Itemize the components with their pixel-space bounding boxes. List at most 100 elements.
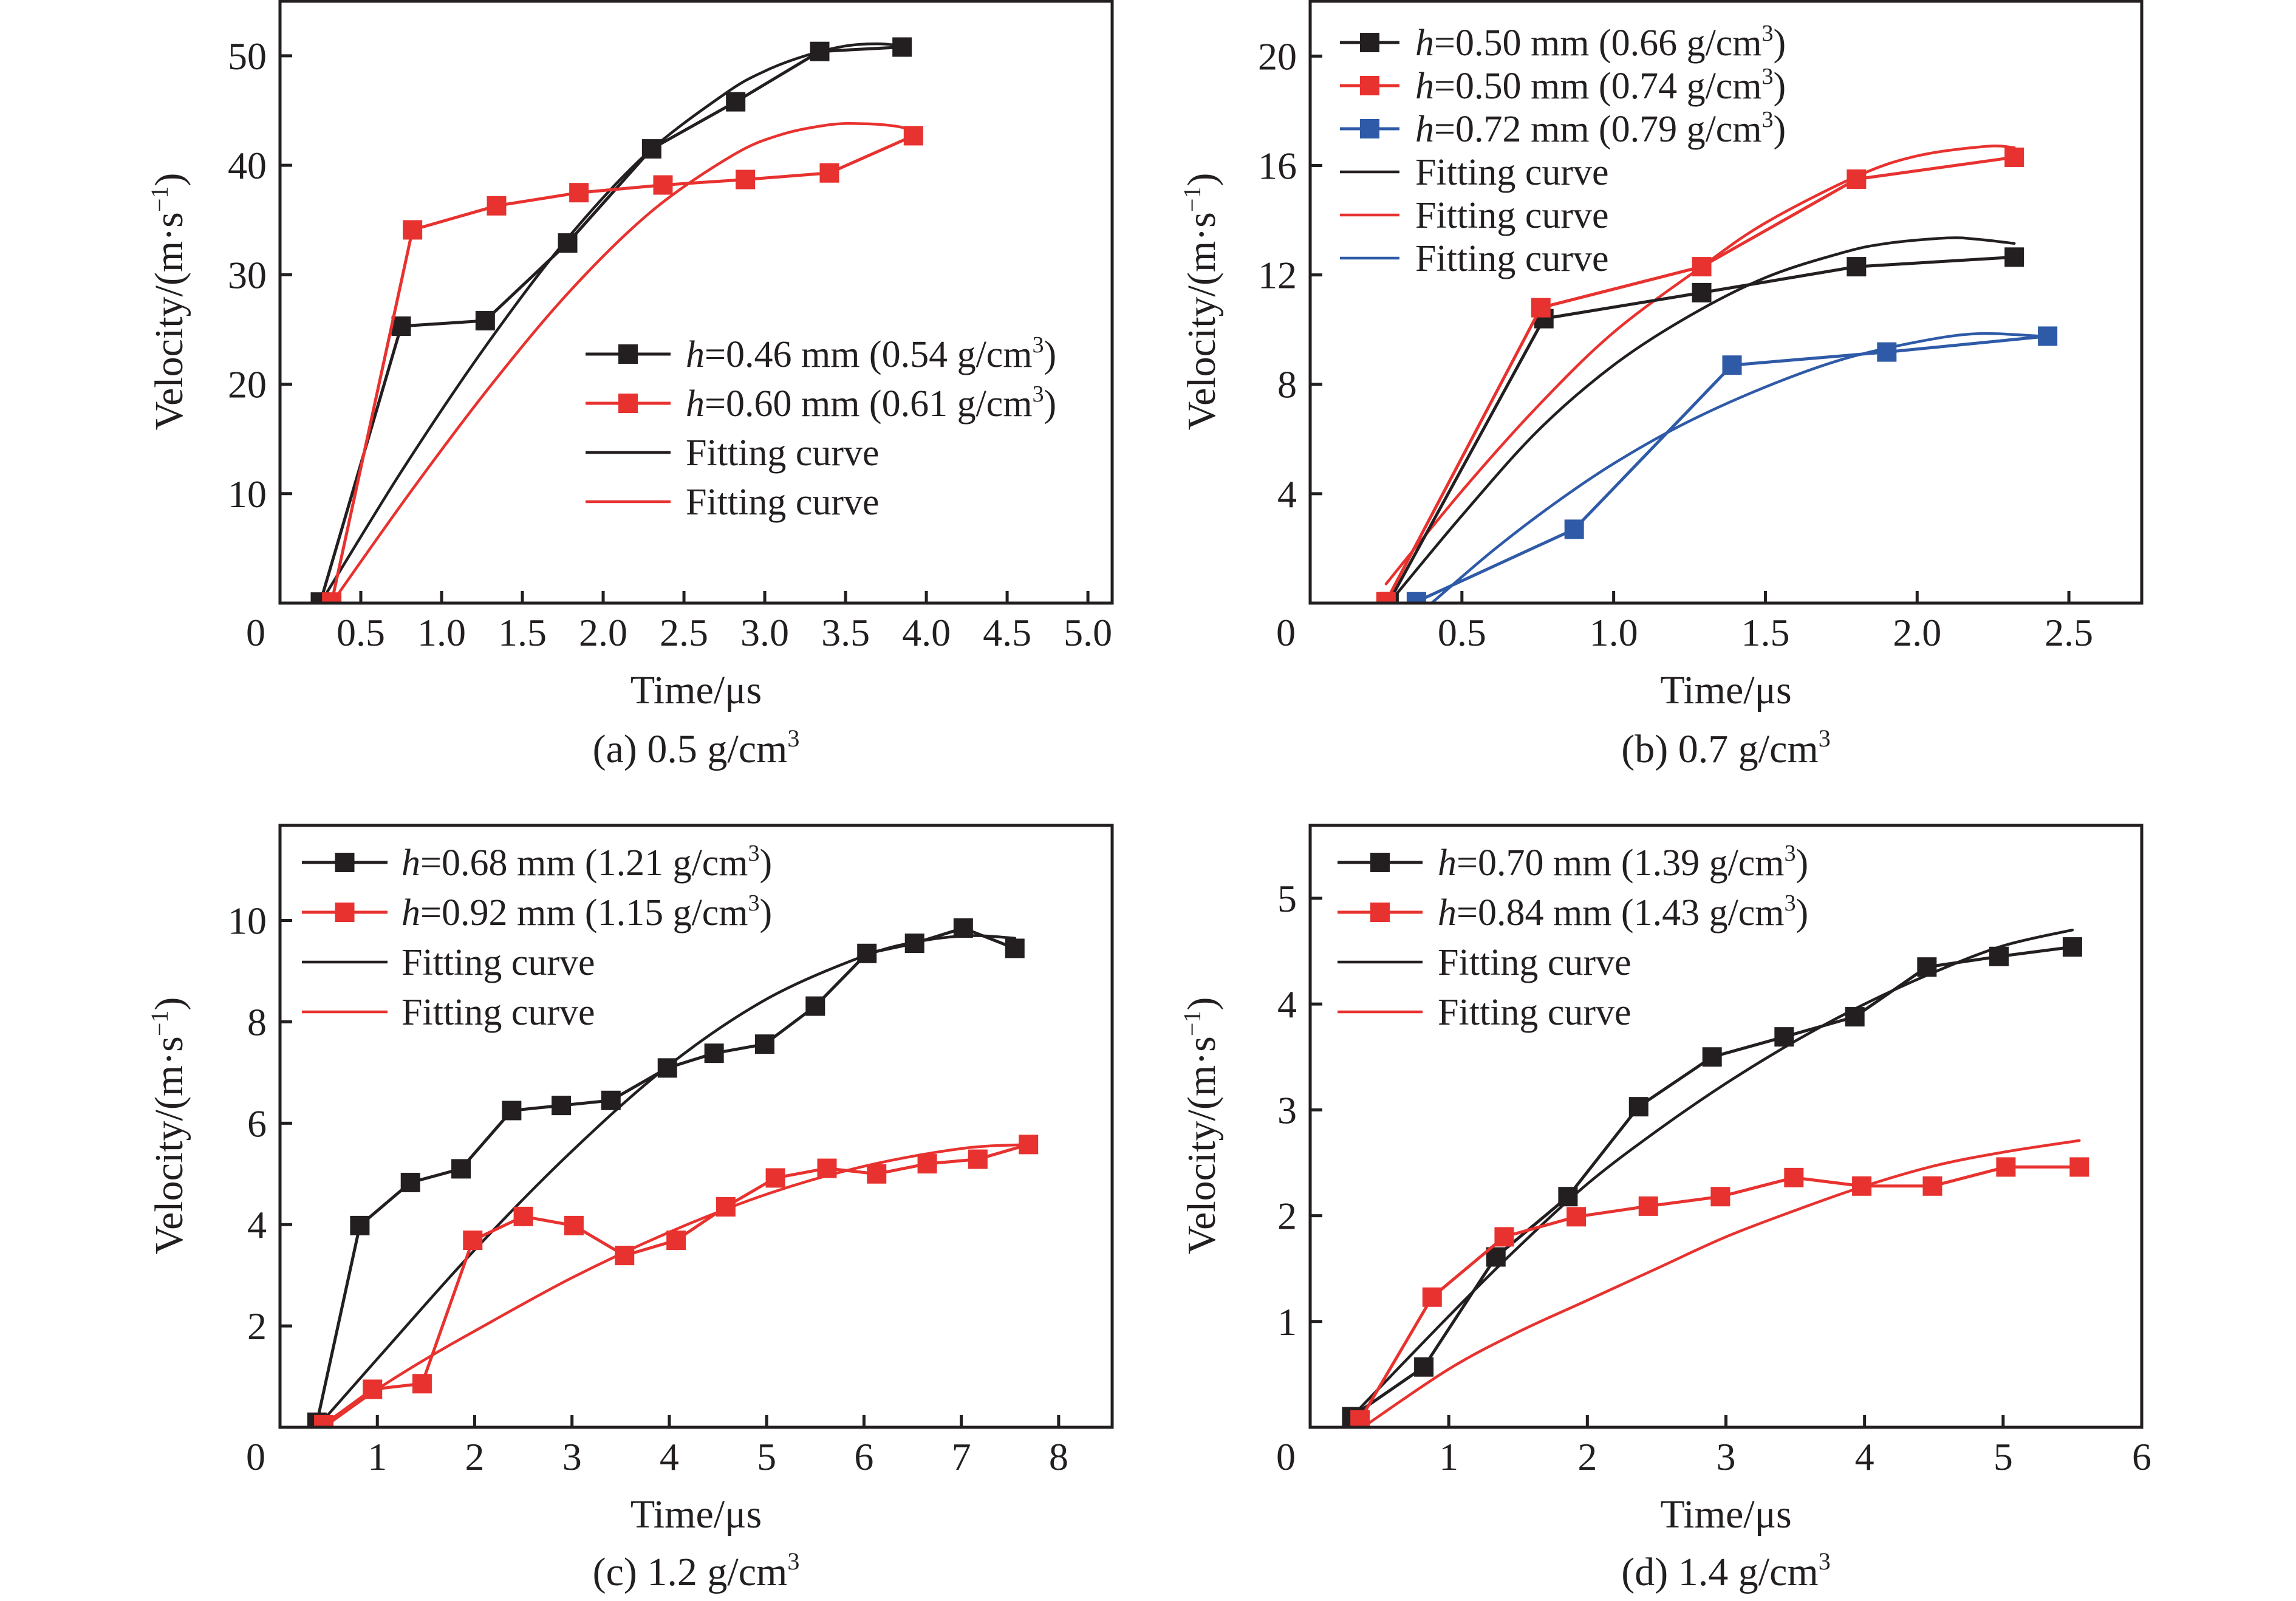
data-point [487,196,507,216]
legend-italic: h [401,842,420,884]
legend-text: Fitting curve [401,942,595,983]
legend-marker [618,344,638,364]
data-point [1847,169,1867,189]
data-point [322,592,342,603]
legend-close: ) [1044,383,1057,425]
y-tick-label: 4 [1277,473,1297,516]
x-tick-label: 2.0 [1893,611,1941,654]
series-black [310,37,912,603]
legend-superscript: 3 [1033,381,1044,407]
legend-italic: h [1415,22,1434,64]
caption-main: (b) 0.7 g/cm [1621,727,1818,771]
data-point [513,1206,533,1226]
legend-item: Fitting curve [302,942,595,983]
y-axis-label-main: Velocity/(m·s [1180,212,1224,430]
legend-label: h=0.72 mm (0.79 g/cm3) [1415,107,1786,150]
x-axis-label: Time/μs [630,1492,762,1537]
y-tick-label: 8 [1277,363,1297,406]
data-point [363,1379,383,1399]
legend-item: Fitting curve [586,482,880,523]
legend-label: Fitting curve [1415,152,1609,193]
axes-frame [278,0,1114,605]
data-point [953,918,973,938]
x-tick-label: 4 [1855,1435,1874,1478]
x-tick-label: 8 [1049,1435,1068,1478]
data-point [765,1168,785,1188]
plot-area [310,37,923,603]
legend-item: Fitting curve [1338,942,1631,983]
legend-superscript: 3 [1785,841,1796,866]
legend: h=0.46 mm (0.54 g/cm3)h=0.60 mm (0.61 g/… [586,332,1056,523]
x-tick-label: 1.0 [1590,611,1638,654]
legend-item: h=0.46 mm (0.54 g/cm3) [586,332,1056,375]
y-tick-label: 10 [228,899,267,943]
legend-item: h=0.50 mm (0.66 g/cm3) [1340,21,1786,64]
data-point [1558,1187,1578,1207]
data-point [391,316,411,336]
data-point [1422,1287,1442,1307]
legend-label: Fitting curve [1438,992,1631,1033]
x-tick-label: 4 [660,1435,679,1478]
legend-label: h=0.84 mm (1.43 g/cm3) [1438,890,1808,934]
y-tick-label: 50 [228,35,267,78]
y-tick-label: 1 [1277,1300,1297,1343]
legend-label: Fitting curve [401,942,595,983]
y-tick-label: 5 [1277,877,1297,920]
plot-area [1342,928,2089,1427]
data-point [657,1058,677,1078]
x-tick-label: 4.5 [983,611,1031,654]
data-point [1877,342,1897,362]
axis-ticks: 0.5 1.0 1.5 2.0 2.5 4 8 12 16 20 0 [1258,35,2093,654]
panel-caption: (a) 0.5 g/cm3 [593,725,800,771]
x-tick-label: 1.5 [498,611,547,654]
x-tick-label: 3 [1717,1435,1736,1478]
x-tick-label: 7 [952,1435,971,1478]
data-point [2038,326,2058,346]
legend-italic: h [686,334,705,375]
legend-item: Fitting curve [586,432,880,474]
panel-caption: (c) 1.2 g/cm3 [593,1548,800,1594]
data-point [1406,592,1426,603]
legend-superscript: 3 [1033,332,1044,358]
legend-label: Fitting curve [1438,942,1631,983]
data-point [451,1159,471,1179]
legend-text: Fitting curve [686,482,880,523]
x-tick-label: 1.5 [1741,611,1789,654]
data-point [1845,1007,1865,1027]
legend-item: Fitting curve [1340,195,1609,236]
panel-a: 0.5 1.0 1.5 2.0 2.5 3.0 3.5 4.0 4.5 5.01020304050… [146,0,1114,771]
axis-ticks: 1 2 3 4 5 6 1 2 3 4 5 0 [1276,877,2151,1478]
legend-text: =0.60 mm (0.61 g/cm [705,383,1033,425]
legend-text: =0.50 mm (0.74 g/cm [1434,66,1762,107]
y-axis-label: Velocity/(m·s−1) [146,997,191,1255]
legend-close: ) [1796,892,1809,934]
data-point [857,943,877,963]
axis-ticks: 1 2 3 4 5 6 7 8 2 4 6 8 10 0 [228,899,1068,1478]
data-point [615,1246,635,1266]
origin-label: 0 [1276,1435,1296,1478]
data-point [601,1090,621,1110]
panel-caption: (d) 1.4 g/cm3 [1621,1548,1830,1594]
fit-curve-red [322,1143,1030,1427]
legend-text: =0.84 mm (1.43 g/cm [1457,892,1785,934]
y-tick-label: 6 [247,1102,267,1145]
data-point [569,183,589,203]
data-point [704,1043,724,1063]
legend-superscript: 3 [1762,64,1774,89]
plot-area [1376,145,2058,603]
y-tick-label: 3 [1277,1088,1297,1132]
legend-label: h=0.60 mm (0.61 g/cm3) [686,381,1056,425]
data-point [350,1215,370,1235]
data-point [968,1149,988,1169]
data-point [552,1096,572,1116]
legend-item: Fitting curve [302,992,595,1033]
x-tick-label: 5.0 [1064,611,1112,654]
caption-main: (c) 1.2 g/cm [593,1550,788,1594]
x-tick-label: 5 [1994,1435,2013,1478]
legend: h=0.70 mm (1.39 g/cm3)h=0.84 mm (1.43 g/… [1338,841,1808,1033]
data-point [903,126,923,146]
legend-text: =0.50 mm (0.66 g/cm [1434,22,1762,64]
caption-superscript: 3 [787,1548,799,1575]
data-point [1628,1097,1649,1117]
panel-caption: (b) 0.7 g/cm3 [1621,725,1830,771]
